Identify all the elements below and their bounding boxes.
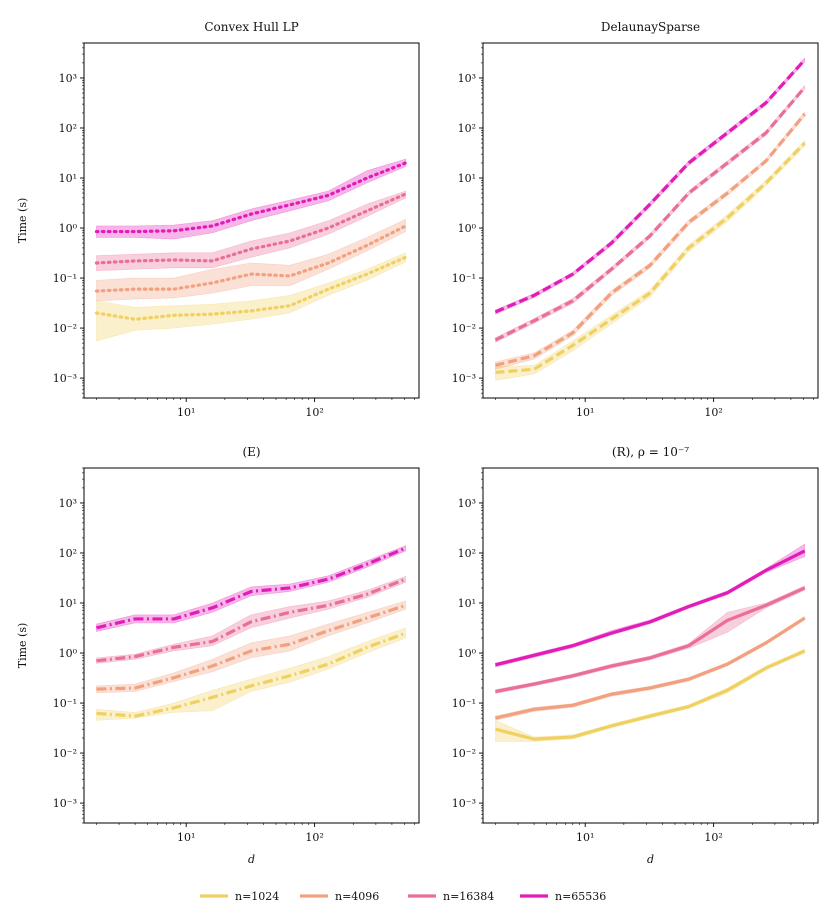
y-tick-label: 10⁻¹: [452, 272, 476, 285]
series-line-n=4096: [495, 616, 806, 720]
series-line-n=4096: [96, 603, 407, 691]
axes-frame: [83, 467, 420, 824]
series-line-n=1024: [495, 141, 806, 374]
band-n=1024: [96, 252, 406, 342]
y-tick-label: 10²: [458, 122, 476, 135]
series-line-n=16384: [494, 86, 806, 342]
y-tick-label: 10⁻²: [53, 747, 77, 760]
series-line-n=16384: [96, 577, 407, 663]
panel-1: Convex Hull LP 10⁻³ 10⁻² 10⁻¹ 10⁰ 10¹ 10² 10³ 10…: [16, 20, 420, 419]
y-tick-label: 10¹: [458, 597, 476, 610]
band-n=16384: [96, 575, 406, 664]
panel-2: DelaunaySparse 10⁻³ 10⁻² 10⁻¹ 10⁰ 10¹ 10² 10³ 10…: [452, 20, 819, 419]
band-n=65536: [96, 158, 406, 240]
band-n=16384: [495, 585, 805, 694]
plot-area: [96, 545, 407, 721]
y-tick-label: 10⁻³: [53, 372, 77, 385]
band-n=1024: [495, 139, 805, 381]
y-tick-label: 10⁻²: [452, 747, 476, 760]
x-tick-label: 10¹: [177, 831, 195, 844]
y-tick-label: 10²: [458, 547, 476, 560]
series-line-n=1024: [94, 255, 408, 321]
panel-3: (E) 10⁻³ 10⁻² 10⁻¹ 10⁰ 10¹ 10² 10³ 10¹ 10² Time (s…: [16, 445, 420, 866]
y-tick-label: 10⁻¹: [53, 697, 77, 710]
y-tick-label: 10³: [59, 497, 77, 510]
y-tick-label: 10⁰: [59, 222, 78, 235]
band-n=4096: [495, 615, 805, 721]
x-tick-label: 10¹: [576, 831, 594, 844]
y-tick-label: 10⁻²: [452, 322, 476, 335]
band-n=16384: [495, 84, 805, 343]
y-tick-label: 10²: [59, 547, 77, 560]
legend-entry-n=16384: n=16384: [408, 890, 494, 903]
plot-area: [494, 57, 806, 381]
series-line-n=65536: [96, 546, 407, 630]
band-n=4096: [495, 111, 805, 370]
legend-entry-n=1024: n=1024: [200, 890, 279, 903]
series-line-n=4096: [495, 113, 806, 367]
panels: Convex Hull LP 10⁻³ 10⁻² 10⁻¹ 10⁰ 10¹ 10² 10³ 10…: [16, 20, 819, 866]
y-tick-label: 10⁰: [59, 647, 78, 660]
series-line-n=65536: [494, 58, 806, 314]
y-tick-label: 10⁻³: [53, 797, 77, 810]
legend-label: n=1024: [235, 890, 279, 903]
y-axis-label: Time (s): [16, 198, 29, 244]
band-n=65536: [96, 545, 406, 632]
y-tick-label: 10¹: [59, 172, 77, 185]
x-tick-label: 10²: [305, 406, 323, 419]
legend-label: n=65536: [555, 890, 606, 903]
series-line-n=16384: [495, 586, 806, 694]
axes-frame: [482, 467, 819, 824]
x-tick-label: 10¹: [576, 406, 594, 419]
y-tick-label: 10³: [458, 72, 476, 85]
series-line-n=1024: [495, 649, 806, 741]
plot-area: [495, 543, 806, 742]
x-axis-label: d: [647, 853, 654, 866]
x-tick-label: 10¹: [177, 406, 195, 419]
panel-title: DelaunaySparse: [601, 20, 700, 34]
y-tick-label: 10²: [59, 122, 77, 135]
series-line-n=65536: [495, 549, 806, 667]
series-line-n=16384: [94, 192, 408, 265]
axes-frame: [482, 42, 819, 399]
band-n=1024: [96, 627, 406, 721]
plot-area: [94, 158, 408, 342]
series-line-n=65536: [94, 161, 408, 234]
legend-label: n=16384: [443, 890, 494, 903]
y-tick-label: 10⁻¹: [53, 272, 77, 285]
axes-frame: [83, 42, 420, 399]
y-tick-label: 10⁻²: [53, 322, 77, 335]
series-line-n=4096: [94, 224, 408, 293]
y-tick-label: 10⁻³: [452, 797, 476, 810]
band-n=65536: [495, 543, 805, 668]
legend-entry-n=4096: n=4096: [300, 890, 379, 903]
legend-entry-n=65536: n=65536: [520, 890, 606, 903]
band-n=1024: [495, 648, 805, 742]
band-n=4096: [96, 600, 406, 694]
x-tick-label: 10²: [704, 406, 722, 419]
band-n=65536: [495, 57, 805, 315]
y-tick-label: 10¹: [458, 172, 476, 185]
panel-title: (R), ρ = 10⁻⁷: [612, 445, 689, 459]
panel-4: (R), ρ = 10⁻⁷ 10⁻³ 10⁻² 10⁻¹ 10⁰ 10¹ 10² 10³ 10¹…: [452, 445, 819, 866]
y-tick-label: 10³: [59, 72, 77, 85]
x-tick-label: 10²: [305, 831, 323, 844]
y-tick-label: 10⁰: [458, 222, 477, 235]
x-tick-label: 10²: [704, 831, 722, 844]
panel-title: Convex Hull LP: [204, 20, 298, 34]
band-n=4096: [96, 218, 406, 302]
panel-title: (E): [242, 445, 260, 459]
y-axis-label: Time (s): [16, 623, 29, 669]
legend-label: n=4096: [335, 890, 379, 903]
y-tick-label: 10⁻¹: [452, 697, 476, 710]
legend: n=1024 n=4096 n=16384 n=65536: [200, 890, 606, 903]
y-tick-label: 10¹: [59, 597, 77, 610]
y-tick-label: 10⁰: [458, 647, 477, 660]
series-line-n=1024: [96, 631, 407, 718]
x-axis-label: d: [248, 853, 255, 866]
y-tick-label: 10³: [458, 497, 476, 510]
y-tick-label: 10⁻³: [452, 372, 476, 385]
